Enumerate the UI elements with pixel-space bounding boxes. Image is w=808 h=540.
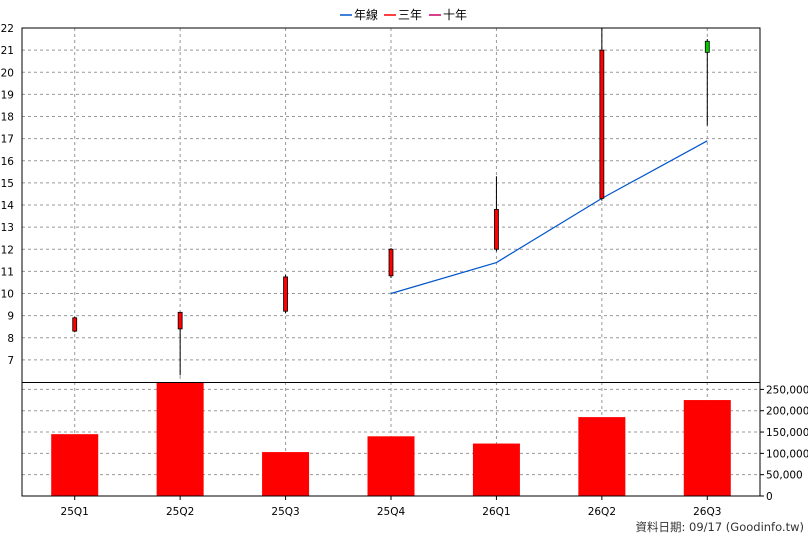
legend: 年線 三年 十年 [340,7,467,22]
candle-body [599,49,605,199]
price-axis-ticks: 7 8 9 10 11 12 13 14 15 16 17 18 19 20 21 22 [1,23,15,367]
candlesticks [72,28,710,376]
annual-line-group [390,140,708,295]
footer-data-date: 資料日期: 09/17 (Goodinfo.tw) [635,520,804,534]
category-tick-label: 26Q2 [588,506,616,518]
candle-body [177,311,183,330]
volume-bar [578,417,626,496]
price-tick-label: 22 [1,23,14,35]
category-tick-label: 26Q1 [482,506,510,518]
price-tick-label: 7 [7,355,14,367]
annual-line [390,140,708,295]
volume-bars [51,383,731,496]
volume-bar [472,443,520,496]
category-tick-label: 26Q3 [693,506,721,518]
volume-axis-ticks: 0 50,000 100,000 150,000 200,000 250,000 [760,384,808,503]
price-tick-label: 14 [1,200,15,212]
candle-body [283,276,288,312]
volume-tick-label: 50,000 [766,470,803,482]
volume-bar [51,434,99,496]
price-tick-label: 9 [7,311,14,323]
legend-label-ten-year: 十年 [443,8,467,22]
price-tick-label: 8 [7,333,14,345]
volume-tick-label: 100,000 [766,448,808,460]
volume-bar [156,383,204,496]
volume-tick-label: 200,000 [766,406,808,418]
candle-body [704,40,710,53]
legend-label-three-year: 三年 [398,8,422,22]
price-tick-label: 20 [1,67,14,79]
candle-body [72,317,78,332]
price-tick-label: 13 [1,222,14,234]
category-tick-label: 25Q4 [377,506,406,518]
price-tick-label: 12 [1,244,14,256]
price-tick-label: 15 [1,178,14,190]
category-axis-ticks: 25Q1 25Q2 25Q3 25Q4 26Q1 26Q2 26Q3 [61,496,721,518]
price-tick-label: 17 [1,134,14,146]
price-tick-label: 19 [1,89,14,101]
volume-tick-label: 250,000 [766,384,808,396]
category-tick-label: 25Q3 [271,506,299,518]
category-tick-label: 25Q1 [61,506,89,518]
volume-tick-label: 150,000 [766,427,808,439]
price-tick-label: 21 [1,45,14,57]
price-tick-label: 11 [1,266,14,278]
price-tick-label: 16 [1,156,15,168]
price-tick-label: 10 [1,289,14,301]
price-tick-label: 18 [1,112,14,124]
category-tick-label: 25Q2 [166,506,194,518]
volume-bar [683,400,731,496]
volume-bar [367,436,415,496]
volume-tick-label: 0 [766,491,773,503]
legend-label-annual: 年線 [354,7,378,22]
volume-bar [262,452,310,496]
candle-body [388,248,394,277]
candle-body [494,209,499,250]
